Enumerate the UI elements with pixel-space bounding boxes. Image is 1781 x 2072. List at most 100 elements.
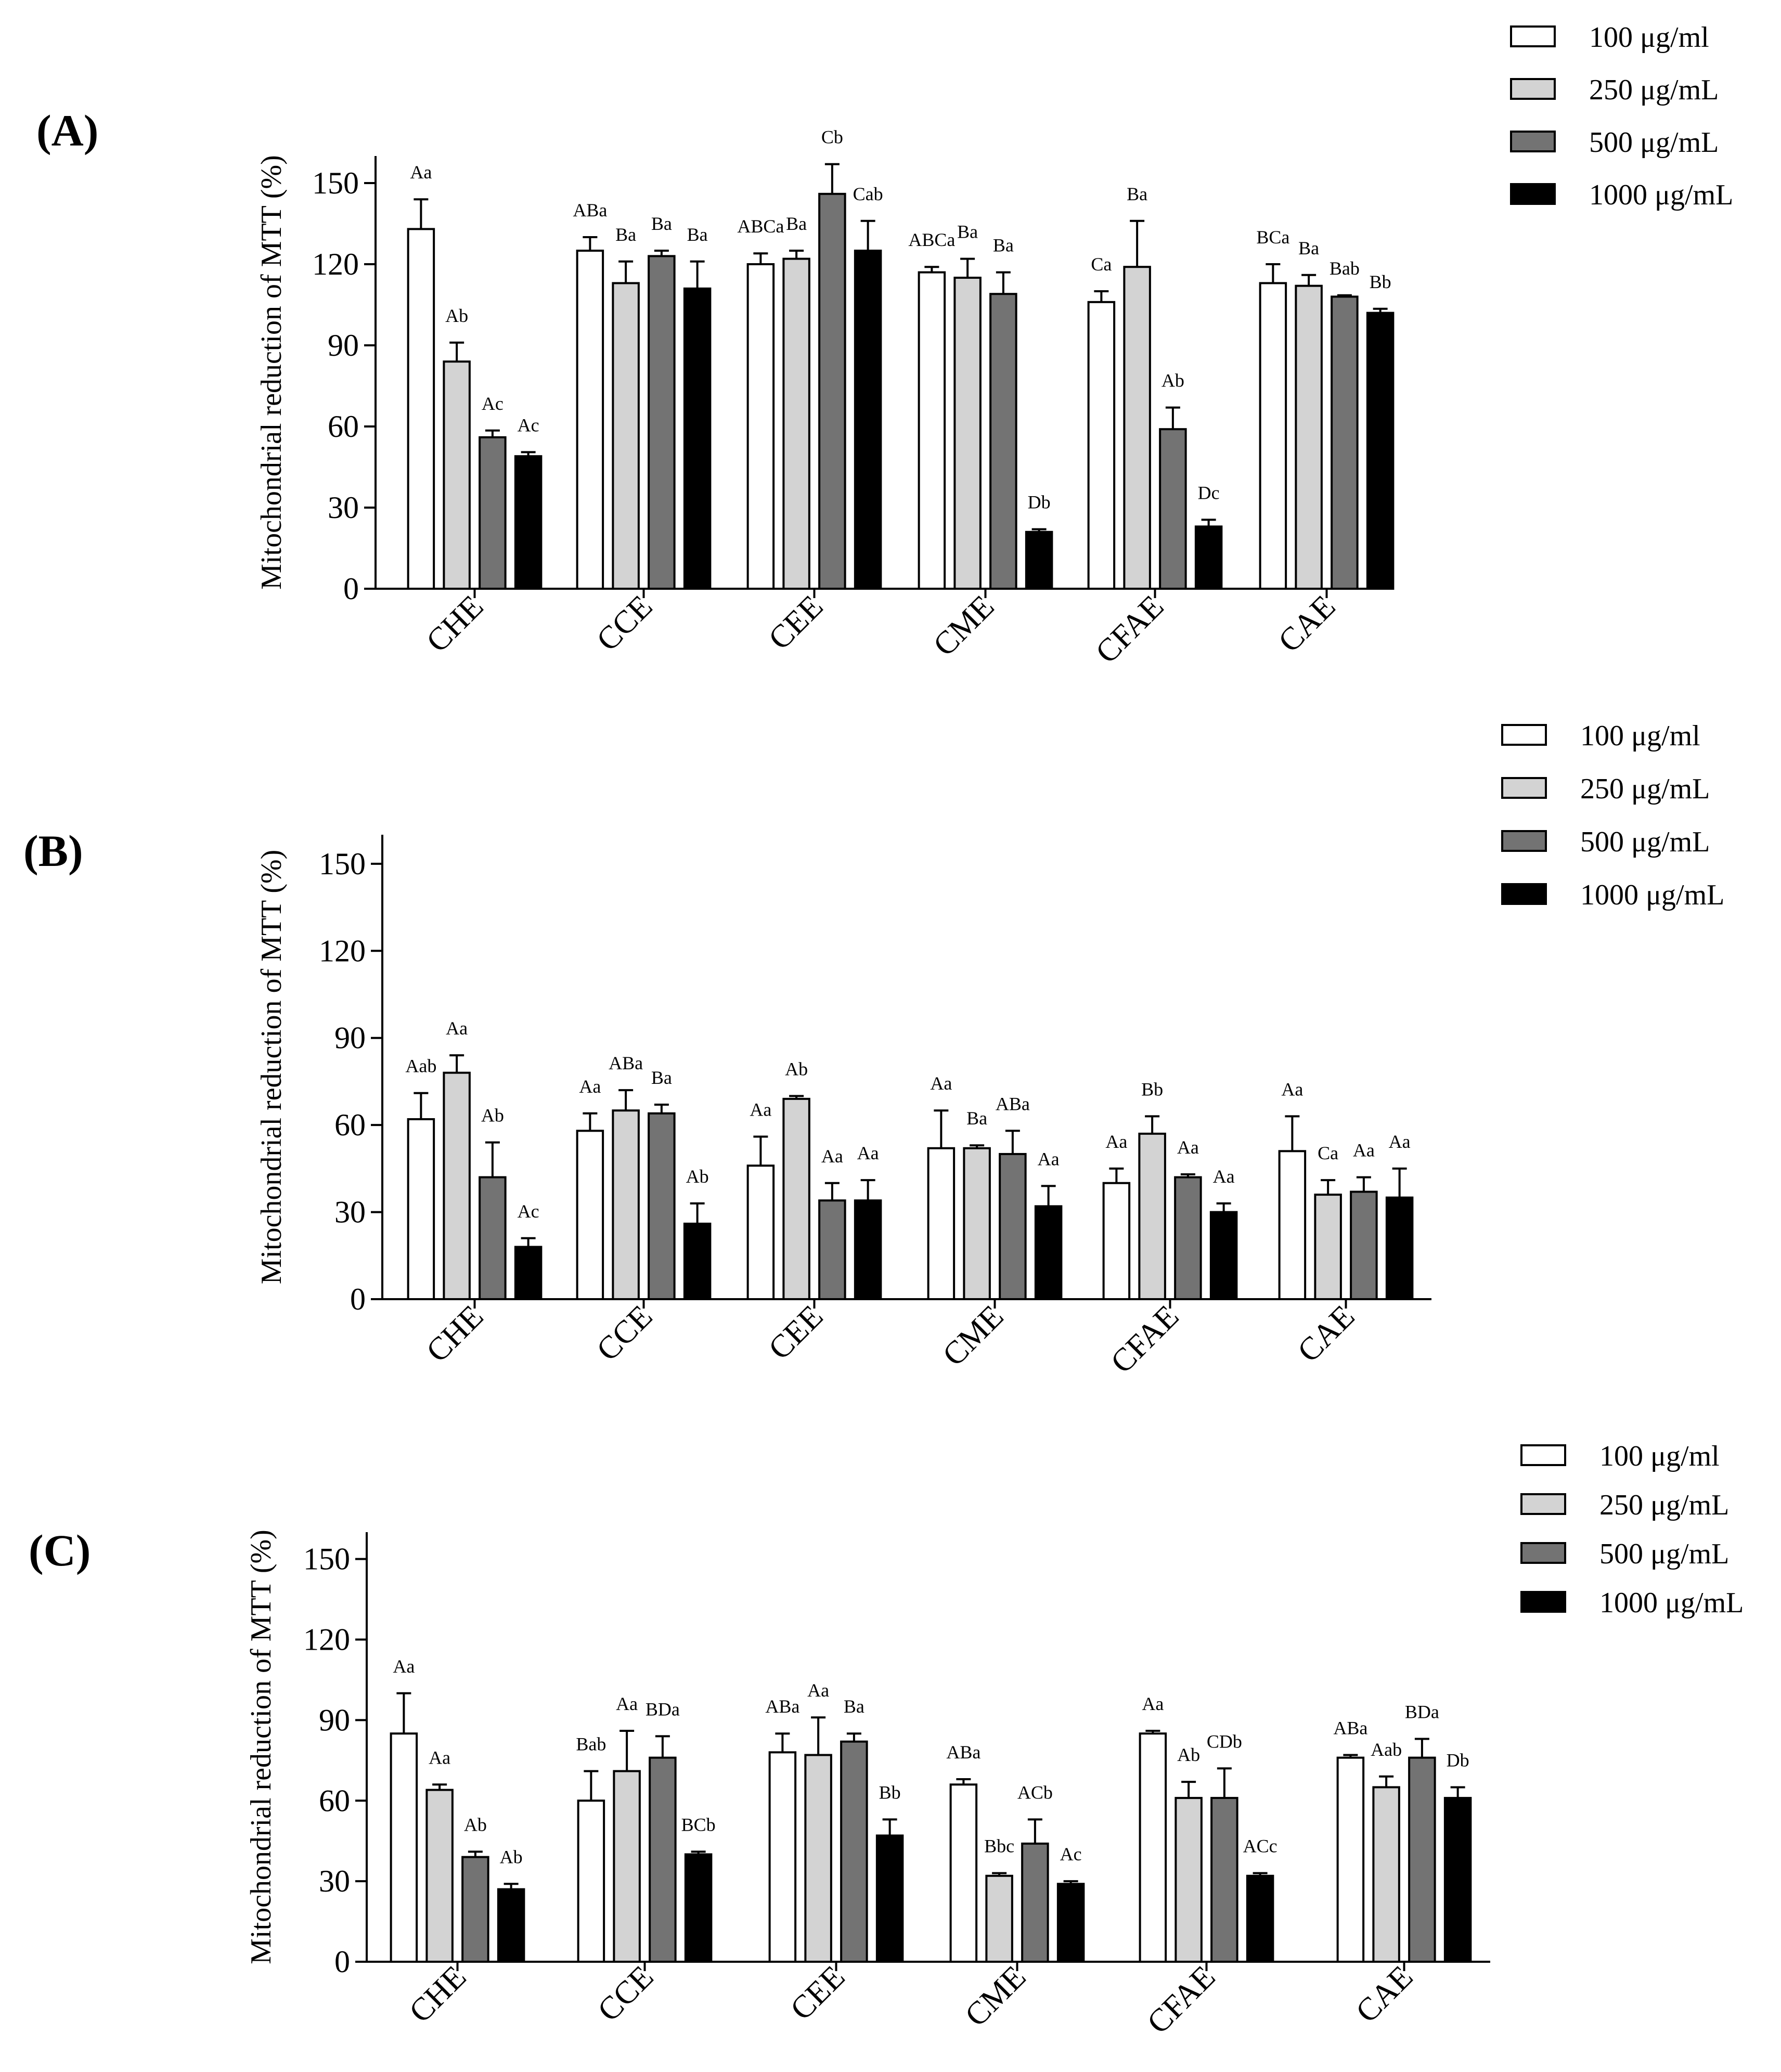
bar xyxy=(649,1756,677,1963)
significance-label: Ba xyxy=(844,1696,864,1717)
legend-label: 500 μg/mL xyxy=(1589,126,1719,159)
bar xyxy=(949,1783,978,1963)
significance-label: Db xyxy=(1028,492,1051,513)
bar xyxy=(927,1147,956,1300)
legend-label: 250 μg/mL xyxy=(1599,1489,1729,1521)
y-tick-label: 90 xyxy=(334,1021,366,1055)
legend-swatch xyxy=(1501,830,1547,852)
bar xyxy=(875,1834,904,1963)
significance-label: Ac xyxy=(518,1201,539,1222)
bar xyxy=(1159,428,1187,590)
category-label: CFAE xyxy=(1104,1299,1185,1380)
significance-label: Aa xyxy=(750,1099,771,1120)
significance-label: ABa xyxy=(609,1053,643,1073)
y-tick-label: 120 xyxy=(319,934,366,968)
y-tick-label: 60 xyxy=(334,1108,366,1142)
bar xyxy=(1102,1182,1131,1300)
significance-label: Aa xyxy=(1389,1131,1411,1152)
legend-label: 1000 μg/mL xyxy=(1599,1587,1744,1619)
significance-label: Ba xyxy=(1127,184,1147,204)
bar xyxy=(407,228,435,590)
category-label: CHE xyxy=(403,1959,473,2030)
bar xyxy=(989,293,1017,590)
significance-label: Ab xyxy=(1161,370,1184,391)
legend-swatch xyxy=(1501,883,1547,905)
bar xyxy=(514,1246,543,1301)
significance-label: Aa xyxy=(579,1076,601,1097)
bar xyxy=(683,1222,712,1300)
bar xyxy=(1278,1150,1307,1300)
bar xyxy=(1259,282,1287,590)
category-label: CCE xyxy=(590,589,659,658)
significance-label: BCb xyxy=(681,1814,716,1835)
significance-label: ABCa xyxy=(908,229,955,250)
bar xyxy=(1408,1756,1436,1963)
bar xyxy=(613,1770,641,1963)
category-label: CME xyxy=(926,589,1001,663)
bar xyxy=(479,436,507,590)
legend-label: 100 μg/ml xyxy=(1599,1440,1720,1472)
legend-label: 1000 μg/mL xyxy=(1589,179,1733,211)
y-tick-label: 90 xyxy=(328,328,359,362)
category-label: CAE xyxy=(1291,1299,1362,1369)
y-tick-label: 60 xyxy=(328,409,359,444)
y-tick-label: 30 xyxy=(334,1195,366,1229)
category-label: CCE xyxy=(591,1959,660,2028)
y-axis-title: Mitochondrial reduction of MTT (%) xyxy=(245,1530,277,1964)
significance-label: Bb xyxy=(1141,1079,1163,1099)
bar xyxy=(1314,1194,1342,1300)
y-tick-label: 0 xyxy=(334,1945,350,1979)
significance-label: Ab xyxy=(445,305,468,326)
category-label: CEE xyxy=(784,1959,852,2027)
bar xyxy=(461,1856,489,1963)
legend-swatch xyxy=(1501,724,1547,746)
bar xyxy=(1295,284,1323,590)
significance-label: Bbc xyxy=(984,1836,1014,1857)
category-label: CFAE xyxy=(1089,589,1170,670)
bar xyxy=(854,250,882,590)
significance-label: Ba xyxy=(1298,238,1319,258)
significance-label: Aa xyxy=(930,1073,952,1094)
bar xyxy=(576,250,604,590)
bar xyxy=(1443,1797,1472,1963)
bar xyxy=(407,1118,435,1300)
significance-label: ABCa xyxy=(737,216,784,237)
panel-label: (A) xyxy=(36,106,98,156)
bar xyxy=(1350,1190,1378,1300)
bar xyxy=(1025,530,1053,590)
significance-label: Ac xyxy=(1060,1844,1082,1864)
bar xyxy=(684,1853,713,1963)
significance-label: ABa xyxy=(765,1696,799,1717)
bar xyxy=(1210,1797,1238,1963)
bar xyxy=(918,271,946,590)
significance-label: ABa xyxy=(1333,1717,1367,1738)
significance-label: Ba xyxy=(615,224,636,245)
legend-swatch xyxy=(1520,1444,1566,1466)
significance-label: Ba xyxy=(957,222,978,242)
significance-label: Aa xyxy=(429,1747,450,1768)
bar xyxy=(1331,295,1359,590)
significance-label: Aa xyxy=(616,1693,638,1714)
significance-label: Aa xyxy=(410,162,432,183)
bar xyxy=(1139,1732,1167,1963)
bar xyxy=(1336,1756,1365,1963)
legend-swatch xyxy=(1520,1493,1566,1515)
significance-label: Aab xyxy=(405,1056,436,1077)
bar xyxy=(479,1176,507,1300)
y-tick-label: 0 xyxy=(343,572,359,606)
significance-label: ABa xyxy=(573,200,607,221)
bar xyxy=(1138,1132,1166,1300)
bar xyxy=(782,257,810,590)
significance-label: Bab xyxy=(1330,258,1360,279)
significance-label: BDa xyxy=(1405,1702,1439,1723)
bar xyxy=(953,277,982,590)
significance-label: Aa xyxy=(1213,1166,1235,1187)
legend-label: 500 μg/mL xyxy=(1580,826,1710,858)
legend-swatch xyxy=(1520,1591,1566,1613)
bar xyxy=(1385,1196,1414,1300)
y-axis-title: Mitochondrial reduction of MTT (%) xyxy=(255,155,288,590)
bar xyxy=(1194,525,1223,590)
bar xyxy=(840,1740,868,1963)
significance-label: Aa xyxy=(393,1656,415,1677)
